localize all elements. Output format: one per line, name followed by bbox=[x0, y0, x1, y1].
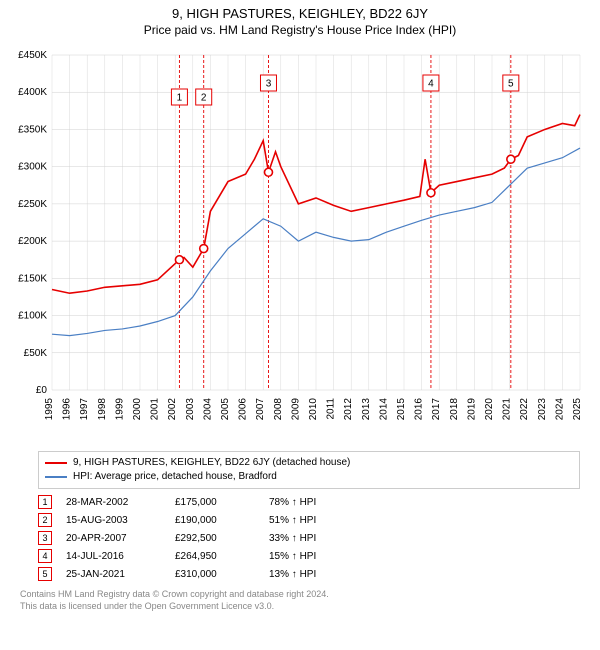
sale-row: 5 25-JAN-2021 £310,000 13% ↑ HPI bbox=[38, 565, 580, 583]
sale-price: £190,000 bbox=[175, 515, 255, 526]
sale-price: £175,000 bbox=[175, 497, 255, 508]
svg-text:2000: 2000 bbox=[132, 398, 143, 421]
sale-row: 4 14-JUL-2016 £264,950 15% ↑ HPI bbox=[38, 547, 580, 565]
svg-text:2009: 2009 bbox=[290, 398, 301, 421]
legend-line-main bbox=[45, 462, 67, 464]
footnote: Contains HM Land Registry data © Crown c… bbox=[20, 589, 580, 612]
sale-date: 28-MAR-2002 bbox=[66, 497, 161, 508]
svg-text:£250K: £250K bbox=[18, 199, 47, 210]
svg-text:2018: 2018 bbox=[449, 398, 460, 421]
svg-text:£50K: £50K bbox=[24, 348, 48, 359]
svg-text:2002: 2002 bbox=[167, 398, 178, 421]
svg-text:£200K: £200K bbox=[18, 236, 47, 247]
chart-area: £0 £50K £100K £150K £200K £250K £300K £350K £400… bbox=[10, 45, 590, 445]
svg-text:£450K: £450K bbox=[18, 50, 47, 61]
svg-text:2014: 2014 bbox=[378, 398, 389, 421]
sale-price: £310,000 bbox=[175, 569, 255, 580]
sale-row: 3 20-APR-2007 £292,500 33% ↑ HPI bbox=[38, 529, 580, 547]
sale-date: 15-AUG-2003 bbox=[66, 515, 161, 526]
svg-text:£300K: £300K bbox=[18, 162, 47, 173]
svg-text:2001: 2001 bbox=[150, 398, 161, 421]
svg-text:2004: 2004 bbox=[202, 398, 213, 421]
svg-text:1: 1 bbox=[177, 93, 183, 104]
sale-diff: 33% ↑ HPI bbox=[269, 533, 359, 544]
sale-badge: 3 bbox=[38, 531, 52, 545]
legend-label-main: 9, HIGH PASTURES, KEIGHLEY, BD22 6JY (de… bbox=[73, 456, 350, 470]
svg-text:2005: 2005 bbox=[220, 398, 231, 421]
svg-text:£0: £0 bbox=[36, 385, 48, 396]
svg-text:2024: 2024 bbox=[554, 398, 565, 421]
svg-text:5: 5 bbox=[508, 79, 514, 90]
svg-text:£400K: £400K bbox=[18, 87, 47, 98]
svg-text:3: 3 bbox=[266, 79, 272, 90]
sale-date: 14-JUL-2016 bbox=[66, 551, 161, 562]
svg-text:1996: 1996 bbox=[62, 398, 73, 421]
sale-diff: 51% ↑ HPI bbox=[269, 515, 359, 526]
svg-text:2012: 2012 bbox=[343, 398, 354, 421]
legend: 9, HIGH PASTURES, KEIGHLEY, BD22 6JY (de… bbox=[38, 451, 580, 489]
svg-text:2016: 2016 bbox=[414, 398, 425, 421]
svg-text:2011: 2011 bbox=[326, 398, 337, 420]
chart-svg: £0 £50K £100K £150K £200K £250K £300K £350K £400… bbox=[10, 45, 590, 445]
sale-price: £264,950 bbox=[175, 551, 255, 562]
svg-text:4: 4 bbox=[428, 79, 434, 90]
svg-text:1997: 1997 bbox=[79, 398, 90, 421]
sale-badge: 4 bbox=[38, 549, 52, 563]
legend-label-hpi: HPI: Average price, detached house, Brad… bbox=[73, 470, 277, 484]
sale-badge: 1 bbox=[38, 495, 52, 509]
svg-text:2007: 2007 bbox=[255, 398, 266, 421]
svg-text:£100K: £100K bbox=[18, 311, 47, 322]
chart-subtitle: Price paid vs. HM Land Registry's House … bbox=[0, 23, 600, 37]
sale-badge: 5 bbox=[38, 567, 52, 581]
svg-text:1995: 1995 bbox=[44, 398, 55, 421]
sale-price: £292,500 bbox=[175, 533, 255, 544]
svg-text:£350K: £350K bbox=[18, 124, 47, 135]
sale-badge: 2 bbox=[38, 513, 52, 527]
legend-line-hpi bbox=[45, 476, 67, 478]
sale-diff: 13% ↑ HPI bbox=[269, 569, 359, 580]
sale-diff: 15% ↑ HPI bbox=[269, 551, 359, 562]
sale-diff: 78% ↑ HPI bbox=[269, 497, 359, 508]
svg-text:2008: 2008 bbox=[273, 398, 284, 421]
sale-date: 25-JAN-2021 bbox=[66, 569, 161, 580]
svg-text:2017: 2017 bbox=[431, 398, 442, 421]
svg-text:2015: 2015 bbox=[396, 398, 407, 421]
svg-text:2019: 2019 bbox=[466, 398, 477, 421]
svg-text:2025: 2025 bbox=[572, 398, 583, 421]
sale-date: 20-APR-2007 bbox=[66, 533, 161, 544]
footnote-line: This data is licensed under the Open Gov… bbox=[20, 601, 580, 613]
svg-text:2020: 2020 bbox=[484, 398, 495, 421]
svg-text:2: 2 bbox=[201, 93, 207, 104]
svg-text:2023: 2023 bbox=[537, 398, 548, 421]
svg-text:2021: 2021 bbox=[502, 398, 513, 421]
svg-text:£150K: £150K bbox=[18, 273, 47, 284]
chart-title: 9, HIGH PASTURES, KEIGHLEY, BD22 6JY bbox=[0, 6, 600, 21]
svg-text:2013: 2013 bbox=[361, 398, 372, 421]
svg-text:2022: 2022 bbox=[519, 398, 530, 421]
svg-text:2003: 2003 bbox=[185, 398, 196, 421]
svg-text:1999: 1999 bbox=[114, 398, 125, 421]
sale-row: 2 15-AUG-2003 £190,000 51% ↑ HPI bbox=[38, 511, 580, 529]
svg-text:1998: 1998 bbox=[97, 398, 108, 421]
svg-text:2006: 2006 bbox=[238, 398, 249, 421]
svg-text:2010: 2010 bbox=[308, 398, 319, 421]
sales-table: 1 28-MAR-2002 £175,000 78% ↑ HPI 2 15-AUG-200… bbox=[38, 493, 580, 583]
footnote-line: Contains HM Land Registry data © Crown c… bbox=[20, 589, 580, 601]
sale-row: 1 28-MAR-2002 £175,000 78% ↑ HPI bbox=[38, 493, 580, 511]
